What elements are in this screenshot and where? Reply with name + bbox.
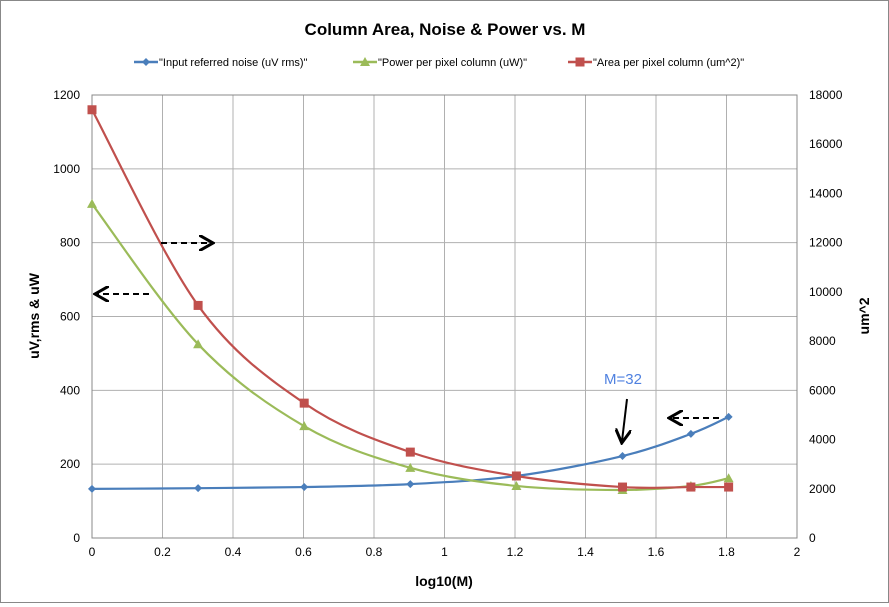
x-tick-label: 0.2 [154,545,171,559]
series-noise [88,412,733,493]
y2-tick-label: 4000 [809,433,836,447]
x-tick-label: 0.6 [295,545,312,559]
annotation-m32: M=32 [604,371,642,388]
x-tick-label: 1.4 [577,545,594,559]
y-tick-label: 0 [73,531,80,545]
legend-label-noise: "Input referred noise (uV rms)" [159,57,308,69]
y-tick-label: 400 [60,383,80,397]
data-point-noise [300,483,309,492]
series-area [87,105,734,492]
data-point-noise [194,484,203,493]
data-point-power [511,480,522,490]
x-tick-label: 1.8 [718,545,735,559]
y2-tick-label: 2000 [809,482,836,496]
y2-tick-label: 14000 [809,186,843,200]
data-point-area [193,300,203,310]
data-point-area [87,105,97,115]
data-point-area [405,447,415,457]
y-tick-label: 1000 [53,162,80,176]
data-point-area [686,482,696,492]
y2-axis-label: um^2 [856,297,872,334]
data-point-noise [618,452,627,461]
y-tick-label: 200 [60,457,80,471]
legend-marker-area [575,57,585,67]
x-tick-label: 1 [441,545,448,559]
y2-tick-label: 8000 [809,334,836,348]
series-line-area [91,109,729,489]
arrow-m32 [622,398,627,441]
x-tick-label: 0.8 [366,545,383,559]
y-tick-label: 800 [60,236,80,250]
x-tick-label: 2 [794,545,801,559]
plot-area [91,94,798,539]
y2-tick-label: 10000 [809,285,843,299]
data-point-power [193,339,204,349]
data-point-noise [406,480,415,489]
legend-marker-noise [142,58,150,66]
x-tick-label: 0 [89,545,96,559]
data-point-power [299,421,310,431]
data-point-noise [724,412,733,421]
data-point-area [299,398,309,408]
legend-label-power: "Power per pixel column (uW)" [378,57,527,69]
y-axis-label: uV,rms & uW [26,272,42,359]
data-point-area [724,482,734,492]
data-point-power [405,462,416,472]
x-tick-label: 0.4 [225,545,242,559]
y-tick-label: 600 [60,310,80,324]
x-tick-label: 1.6 [648,545,665,559]
data-point-power [87,198,97,208]
y-tick-label: 1200 [53,88,80,102]
data-point-noise [686,429,695,438]
y2-tick-label: 0 [809,531,816,545]
data-point-area [511,471,521,481]
series-line-power [91,203,729,492]
data-point-area [618,482,628,492]
chart-title: Column Area, Noise & Power vs. M [305,20,586,39]
data-point-noise [88,484,96,493]
y2-tick-label: 12000 [809,236,843,250]
legend-marker-power [360,57,370,66]
y2-tick-label: 18000 [809,88,843,102]
x-tick-label: 1.2 [507,545,524,559]
y2-tick-label: 16000 [809,137,843,151]
x-axis-label: log10(M) [415,573,473,589]
legend-label-area: "Area per pixel column (um^2)" [593,57,744,69]
data-point-power [723,473,734,483]
y2-tick-label: 6000 [809,383,836,397]
